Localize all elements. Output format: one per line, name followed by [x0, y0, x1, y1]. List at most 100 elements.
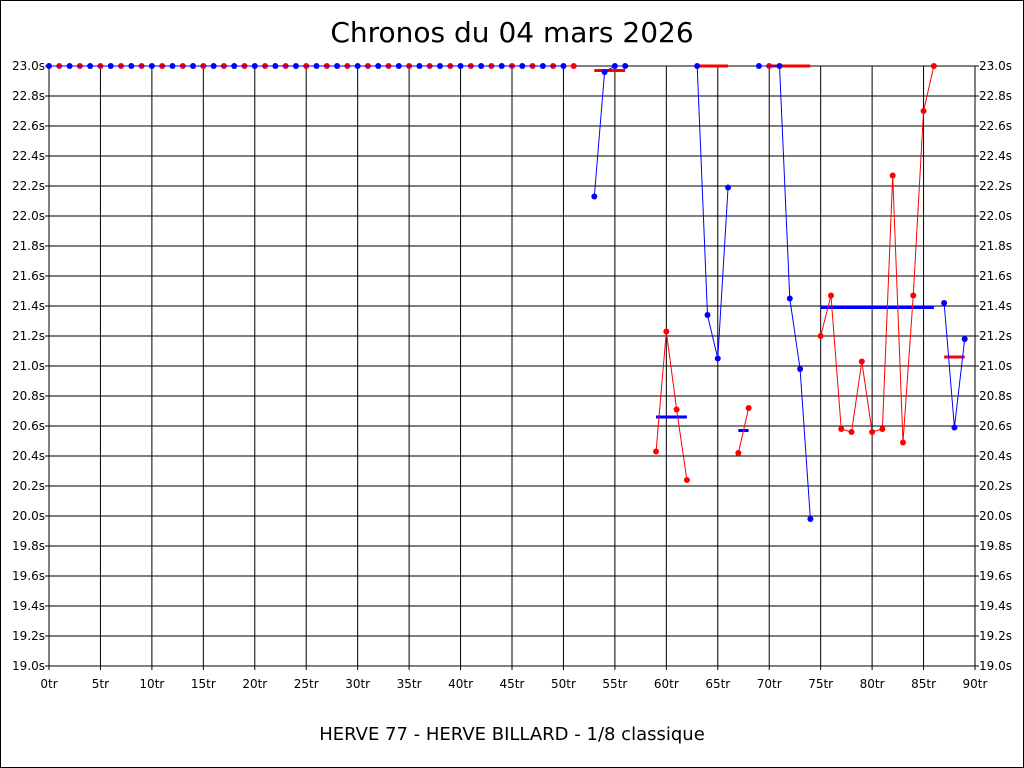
y-tick-label-left: 21.6s — [12, 269, 45, 283]
y-tick-label-right: 20.8s — [979, 389, 1012, 403]
y-tick-label-left: 20.2s — [12, 479, 45, 493]
data-point-red — [879, 426, 886, 432]
data-point-red — [899, 439, 906, 446]
x-tick-label: 50tr — [551, 677, 576, 691]
y-tick-label-right: 21.4s — [979, 299, 1012, 313]
series-line-blue — [696, 65, 729, 359]
x-tick-label: 65tr — [705, 677, 730, 691]
y-tick-label-left: 22.6s — [12, 119, 45, 133]
data-point-blue — [128, 63, 135, 69]
data-point-blue — [776, 63, 783, 69]
x-tick-label: 40tr — [448, 677, 473, 691]
x-tick-label: 0tr — [40, 677, 57, 691]
y-tick-label-left: 19.2s — [12, 629, 45, 643]
y-tick-label-left: 20.4s — [12, 449, 45, 463]
data-point-red — [827, 292, 834, 299]
y-tick-label-right: 23.0s — [979, 59, 1012, 73]
y-tick-label-left: 22.8s — [12, 89, 45, 103]
data-point-blue — [786, 295, 793, 302]
data-point-blue — [292, 63, 299, 69]
y-tick-label-right: 22.8s — [979, 89, 1012, 103]
data-point-blue — [416, 63, 423, 69]
y-tick-label-left: 21.0s — [12, 359, 45, 373]
x-tick-label: 70tr — [757, 677, 782, 691]
x-tick-label: 75tr — [808, 677, 833, 691]
data-point-blue — [755, 63, 762, 69]
data-point-blue — [375, 63, 382, 69]
data-point-blue — [591, 193, 598, 200]
x-tick-label: 85tr — [911, 677, 936, 691]
chart-title: Chronos du 04 mars 2026 — [330, 16, 694, 49]
data-point-blue — [622, 63, 629, 69]
x-tick-label: 15tr — [191, 677, 216, 691]
data-point-blue — [601, 69, 608, 75]
y-tick-label-right: 22.6s — [979, 119, 1012, 133]
y-tick-label-right: 22.2s — [979, 179, 1012, 193]
data-point-blue — [354, 63, 361, 69]
x-tick-label: 45tr — [500, 677, 525, 691]
y-tick-label-left: 20.8s — [12, 389, 45, 403]
data-point-blue — [334, 63, 341, 69]
data-point-blue — [807, 516, 814, 522]
data-point-blue — [457, 63, 464, 69]
data-point-red — [673, 406, 680, 413]
data-point-red — [848, 429, 855, 435]
y-tick-label-left: 20.6s — [12, 419, 45, 433]
x-tick-label: 55tr — [602, 677, 627, 691]
data-point-red — [838, 426, 845, 432]
y-tick-label-right: 19.0s — [979, 659, 1012, 673]
y-tick-label-left: 21.4s — [12, 299, 45, 313]
x-tick-label: 20tr — [242, 677, 267, 691]
data-point-blue — [539, 63, 546, 69]
x-tick-label: 10tr — [139, 677, 164, 691]
data-point-blue — [190, 63, 197, 69]
y-tick-label-left: 21.8s — [12, 239, 45, 253]
y-tick-label-left: 19.4s — [12, 599, 45, 613]
x-tick-label: 5tr — [92, 677, 109, 691]
data-point-blue — [797, 366, 804, 372]
data-point-blue — [560, 63, 567, 69]
y-tick-label-right: 20.4s — [979, 449, 1012, 463]
series-line-red — [655, 331, 688, 481]
data-point-red — [930, 63, 937, 69]
y-tick-label-right: 21.6s — [979, 269, 1012, 283]
data-point-blue — [210, 63, 217, 69]
y-tick-label-right: 19.8s — [979, 539, 1012, 553]
data-point-red — [920, 108, 927, 114]
data-point-red — [683, 477, 690, 483]
series-line-red — [737, 407, 750, 454]
data-point-blue — [478, 63, 485, 69]
y-tick-label-right: 21.2s — [979, 329, 1012, 343]
y-tick-label-left: 21.2s — [12, 329, 45, 343]
data-point-blue — [961, 336, 968, 342]
data-point-red — [869, 429, 876, 435]
data-point-blue — [395, 63, 402, 69]
x-tick-label: 80tr — [860, 677, 885, 691]
data-point-blue — [313, 63, 320, 69]
data-point-blue — [46, 63, 52, 69]
y-tick-label-right: 20.0s — [979, 509, 1012, 523]
y-tick-label-right: 22.0s — [979, 209, 1012, 223]
data-point-blue — [694, 63, 701, 69]
series-line-red — [820, 65, 935, 443]
data-point-red — [910, 292, 917, 299]
data-point-blue — [725, 184, 732, 191]
y-tick-label-left: 19.0s — [12, 659, 45, 673]
series-line-blue — [593, 65, 626, 197]
y-tick-label-right: 19.4s — [979, 599, 1012, 613]
data-point-blue — [66, 63, 73, 69]
y-tick-label-left: 19.8s — [12, 539, 45, 553]
y-tick-label-left: 22.2s — [12, 179, 45, 193]
y-tick-label-right: 20.2s — [979, 479, 1012, 493]
data-point-blue — [498, 63, 505, 69]
y-tick-label-right: 19.2s — [979, 629, 1012, 643]
data-point-red — [889, 172, 896, 179]
y-tick-label-left: 23.0s — [12, 59, 45, 73]
y-tick-label-left: 22.0s — [12, 209, 45, 223]
x-tick-label: 30tr — [345, 677, 370, 691]
data-point-blue — [87, 63, 94, 69]
y-tick-label-right: 19.6s — [979, 569, 1012, 583]
x-tick-label: 25tr — [294, 677, 319, 691]
data-point-blue — [951, 424, 958, 431]
